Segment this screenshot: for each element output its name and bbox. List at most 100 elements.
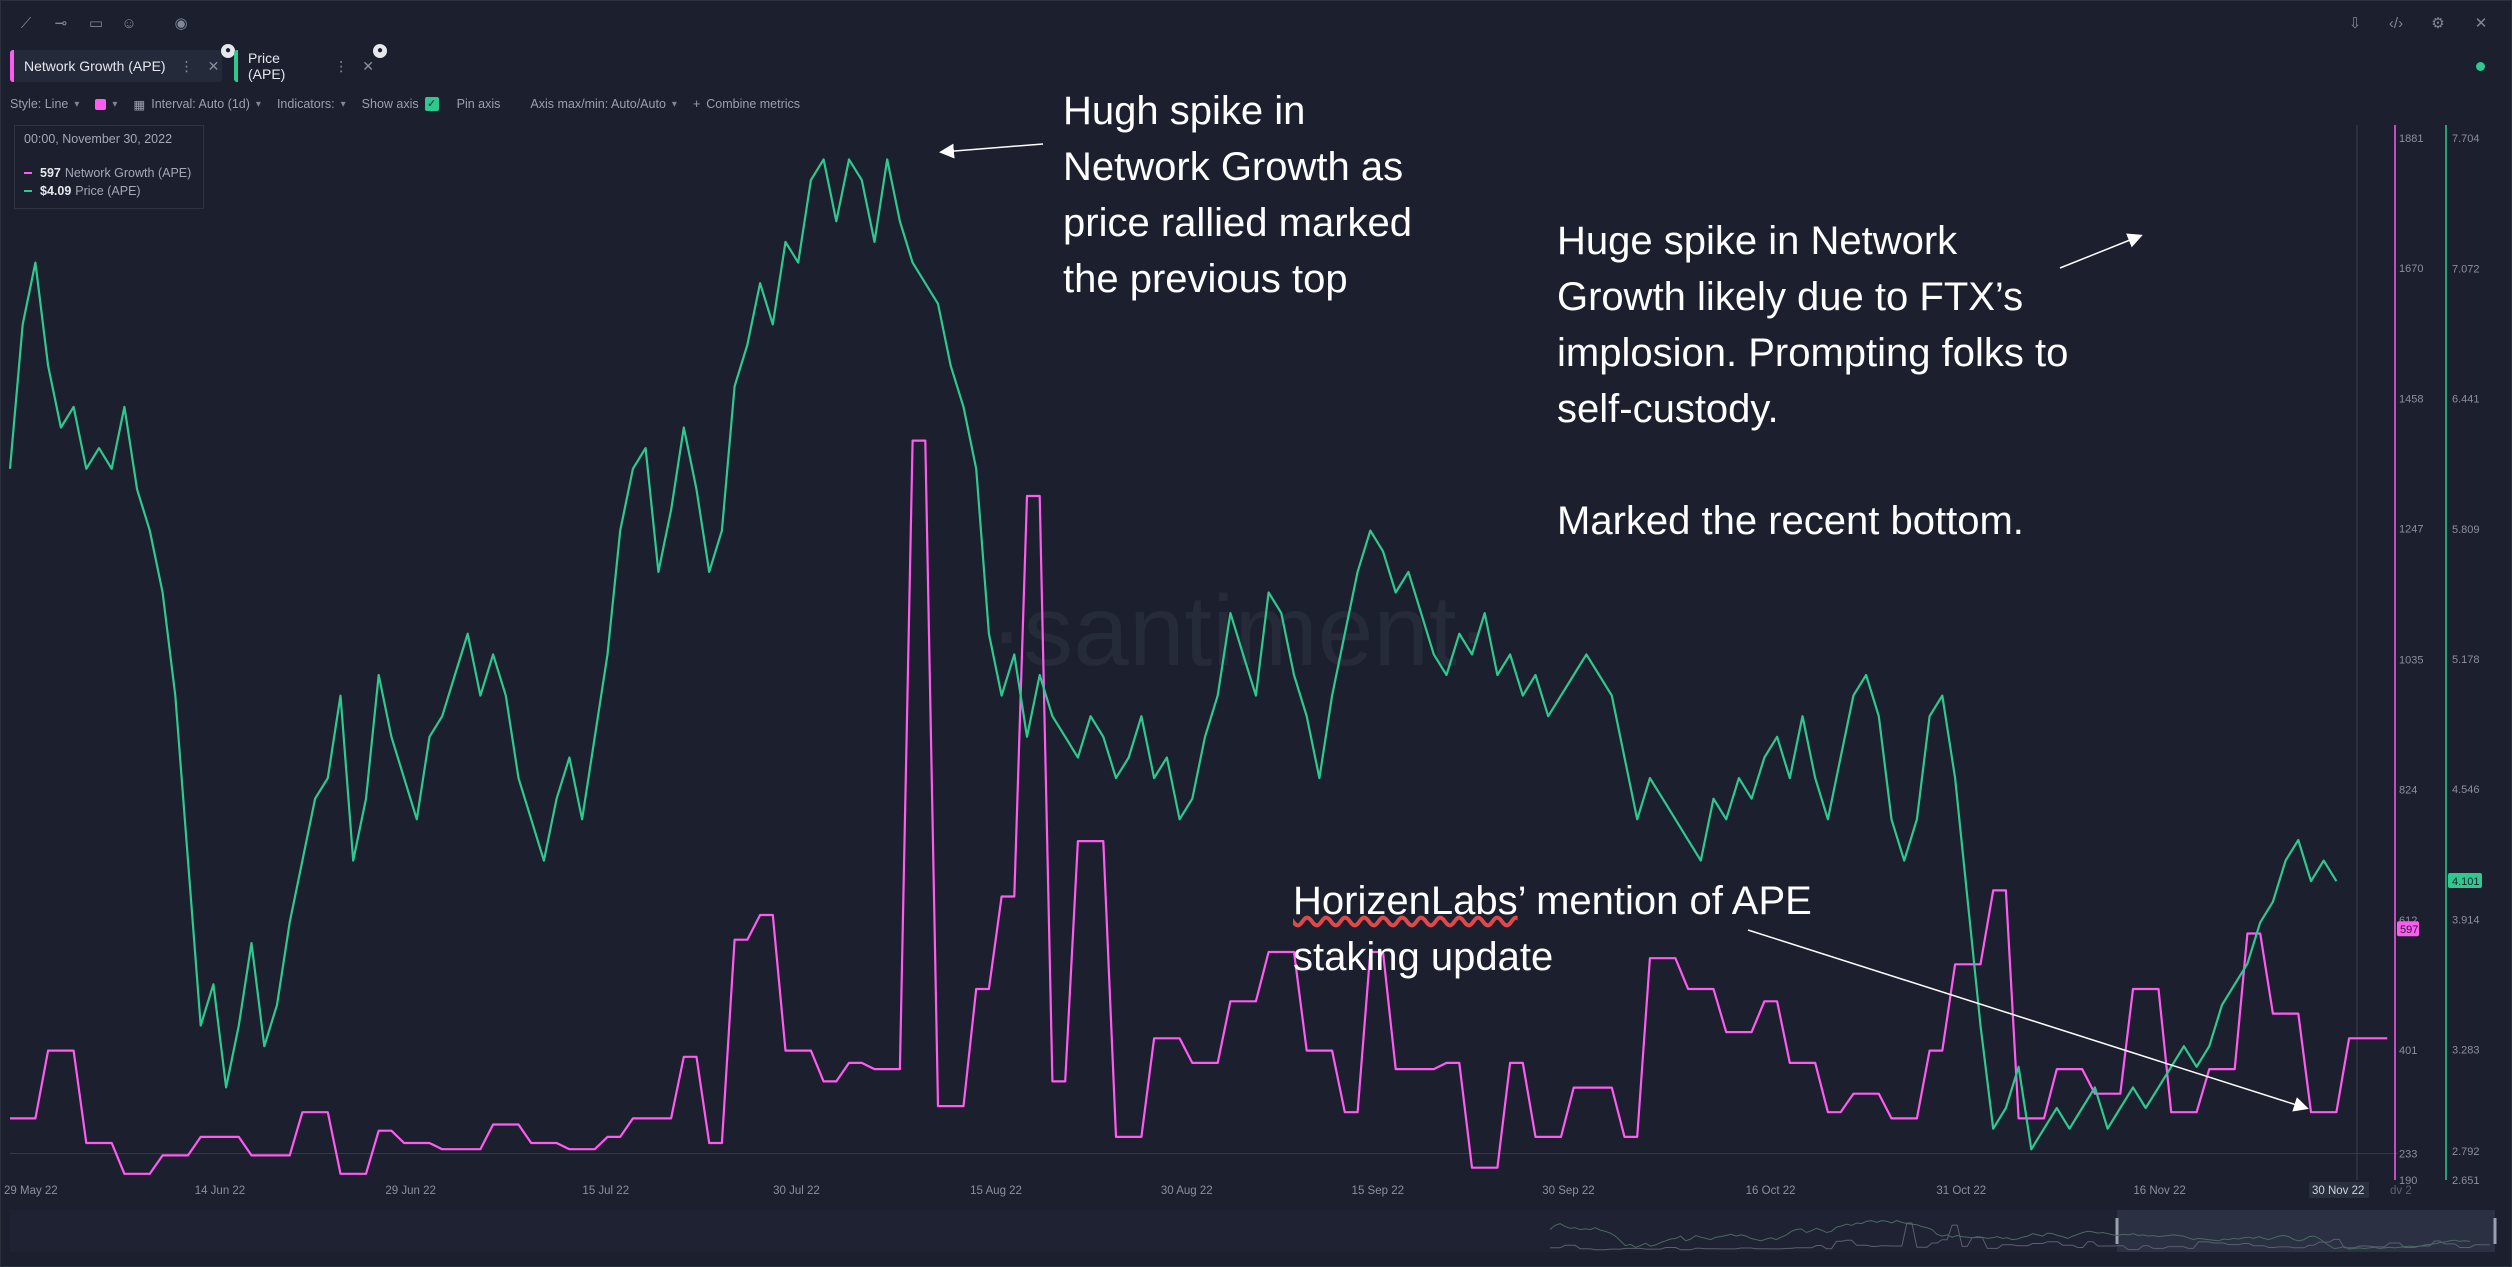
annotation-horizen: HorizenLabs’ mention of APE staking upda… bbox=[1293, 873, 1812, 985]
x-tick-label: 15 Jul 22 bbox=[582, 1185, 629, 1197]
tab-network-growth[interactable]: Network Growth (APE) ⋮ ✕ ● bbox=[10, 44, 235, 82]
arrow-horizen bbox=[1747, 929, 2309, 1112]
arrow-ftx bbox=[2059, 233, 2143, 269]
indicators-select[interactable]: Indicators: bbox=[276, 97, 335, 111]
price-tick-label: 7.072 bbox=[2452, 263, 2480, 275]
chart-grid bbox=[10, 125, 2398, 1180]
x-current-badge bbox=[2309, 1182, 2370, 1198]
x-tick-label: 30 Aug 22 bbox=[1161, 1185, 1213, 1197]
legend-row-network-growth: 597 Network Growth (APE) bbox=[24, 166, 191, 180]
x-tick-label: 16 Oct 22 bbox=[1746, 1185, 1796, 1197]
network-growth-tick-label: 190 bbox=[2399, 1175, 2417, 1187]
network-growth-tick-label: 233 bbox=[2399, 1149, 2417, 1161]
range-navigator[interactable] bbox=[10, 1210, 2497, 1252]
eye-icon[interactable]: ◉ bbox=[174, 15, 188, 32]
status-dot bbox=[2476, 62, 2485, 71]
price-current-label: 4.101 bbox=[2452, 876, 2480, 888]
watermark: ·santiment· bbox=[990, 575, 1490, 687]
emoji-icon[interactable]: ☺ bbox=[121, 15, 137, 32]
price-tick-label: 7.704 bbox=[2452, 133, 2480, 145]
chevron-down-icon: ▾ bbox=[74, 98, 80, 110]
annotation-ftx: Huge spike in Network Growth likely due … bbox=[1557, 219, 2069, 543]
legend-value: 597 bbox=[40, 166, 61, 180]
legend-swatch bbox=[24, 190, 32, 192]
combine-metrics-button[interactable]: Combine metrics bbox=[706, 97, 801, 111]
legend-label: Network Growth (APE) bbox=[64, 166, 192, 180]
legend-date: 00:00, November 30, 2022 bbox=[24, 132, 173, 146]
x-tick-label: 30 Nov 22 bbox=[2312, 1185, 2364, 1197]
navigator-network-growth bbox=[1550, 1222, 2490, 1251]
price-tick-label: 2.792 bbox=[2452, 1146, 2480, 1158]
style-select[interactable]: Style: Line bbox=[10, 97, 69, 111]
embed-icon[interactable]: ‹/› bbox=[2388, 15, 2404, 32]
network-growth-series bbox=[10, 439, 2388, 1175]
horizontal-line-icon[interactable]: ⊸ bbox=[54, 15, 68, 32]
lock-icon: ● bbox=[373, 44, 387, 58]
price-tick-label: 3.283 bbox=[2452, 1045, 2480, 1057]
legend-swatch bbox=[24, 172, 32, 174]
chevron-down-icon: ▾ bbox=[340, 98, 346, 110]
x-tick-label: 30 Jul 22 bbox=[773, 1185, 820, 1197]
x-tick-label: 14 Jun 22 bbox=[195, 1185, 246, 1197]
price-tick-label: 2.651 bbox=[2452, 1175, 2480, 1187]
interval-select[interactable]: Interval: Auto (1d) bbox=[151, 97, 250, 111]
chart-axes: 188116701458124710358246124012331905977.… bbox=[4, 125, 2482, 1198]
more-icon[interactable]: ⋮ bbox=[334, 57, 349, 74]
navigator-price bbox=[1549, 1220, 2470, 1250]
legend-row-price: $4.09 Price (APE) bbox=[24, 184, 141, 198]
pin-axis-toggle[interactable]: Pin axis bbox=[456, 97, 501, 111]
chevron-down-icon: ▾ bbox=[671, 98, 677, 110]
price-tick-label: 3.914 bbox=[2452, 915, 2480, 927]
annotation-arrows bbox=[939, 143, 2309, 1112]
x-tick-label: 29 Jun 22 bbox=[385, 1185, 436, 1197]
close-icon[interactable]: ✕ bbox=[2474, 15, 2488, 32]
price-tick-label: 6.441 bbox=[2452, 393, 2480, 405]
network-growth-tick-label: 1881 bbox=[2399, 133, 2423, 145]
x-tick-label: 29 May 22 bbox=[4, 1185, 58, 1197]
legend-label: Price (APE) bbox=[75, 184, 141, 198]
close-icon[interactable]: ✕ bbox=[362, 57, 374, 74]
chevron-down-icon: ▾ bbox=[112, 98, 118, 110]
navigator-track bbox=[10, 1210, 2495, 1252]
more-icon[interactable]: ⋮ bbox=[179, 57, 194, 74]
close-icon[interactable]: ✕ bbox=[207, 57, 220, 74]
legend-value: $4.09 bbox=[40, 184, 72, 198]
x-tick-label: 16 Nov 22 bbox=[2133, 1185, 2185, 1197]
annotation-horizen-word: HorizenLabs bbox=[1293, 879, 1518, 923]
network-growth-tick-label: 1458 bbox=[2399, 394, 2423, 406]
gear-icon[interactable]: ⚙ bbox=[2431, 15, 2445, 32]
price-tick-label: 4.546 bbox=[2452, 784, 2480, 796]
navigator-window bbox=[2117, 1210, 2495, 1252]
tab-price[interactable]: Price (APE) ⋮ ✕ ● bbox=[234, 44, 387, 82]
annotation-horizen-rest: ’ mention of APE staking update bbox=[1293, 879, 1812, 979]
x-tick-label-partial: dv 2 bbox=[2390, 1185, 2412, 1197]
x-tick-label: 15 Sep 22 bbox=[1352, 1185, 1404, 1197]
network-growth-tick-label: 1035 bbox=[2399, 654, 2423, 666]
show-axis-checkbox[interactable]: ✓ bbox=[424, 97, 439, 111]
axis-minmax-select[interactable]: Axis max/min: Auto/Auto bbox=[530, 97, 666, 111]
price-series bbox=[8, 158, 2338, 1151]
annotation-previous-top: Hugh spike in Network Growth as price ra… bbox=[1063, 89, 1413, 301]
network-growth-tick-label: 1247 bbox=[2399, 524, 2423, 536]
price-current-badge bbox=[2448, 872, 2482, 888]
note-icon[interactable]: ▭ bbox=[88, 15, 104, 32]
download-icon[interactable]: ⇩ bbox=[2348, 15, 2362, 32]
price-line bbox=[8, 158, 2338, 1151]
network-growth-tick-label: 1670 bbox=[2399, 263, 2423, 275]
line-tool-icon[interactable]: ⟋ bbox=[20, 15, 32, 32]
chevron-down-icon: ▾ bbox=[255, 98, 261, 110]
chart-settings-row: Style: Line ▾ ▾ ▦ Interval: Auto (1d) ▾ In… bbox=[10, 94, 806, 114]
network-growth-current-label: 597 bbox=[2400, 924, 2418, 936]
show-axis-label: Show axis bbox=[361, 97, 419, 111]
price-tick-label: 5.178 bbox=[2452, 654, 2480, 666]
x-tick-label: 30 Sep 22 bbox=[1542, 1185, 1594, 1197]
lock-icon: ● bbox=[221, 44, 235, 58]
calendar-icon: ▦ bbox=[133, 97, 146, 112]
network-growth-current-badge bbox=[2397, 921, 2419, 937]
top-toolbar: ⟋ ⊸ ▭ ☺ ◉ ⇩ ‹/› ⚙ ✕ bbox=[0, 0, 2512, 71]
color-swatch[interactable] bbox=[95, 98, 107, 110]
arrow-previous-top bbox=[939, 143, 1044, 159]
network-growth-tick-label: 401 bbox=[2399, 1045, 2417, 1057]
chart-legend: 00:00, November 30, 2022 597 Network Gro… bbox=[14, 125, 204, 209]
